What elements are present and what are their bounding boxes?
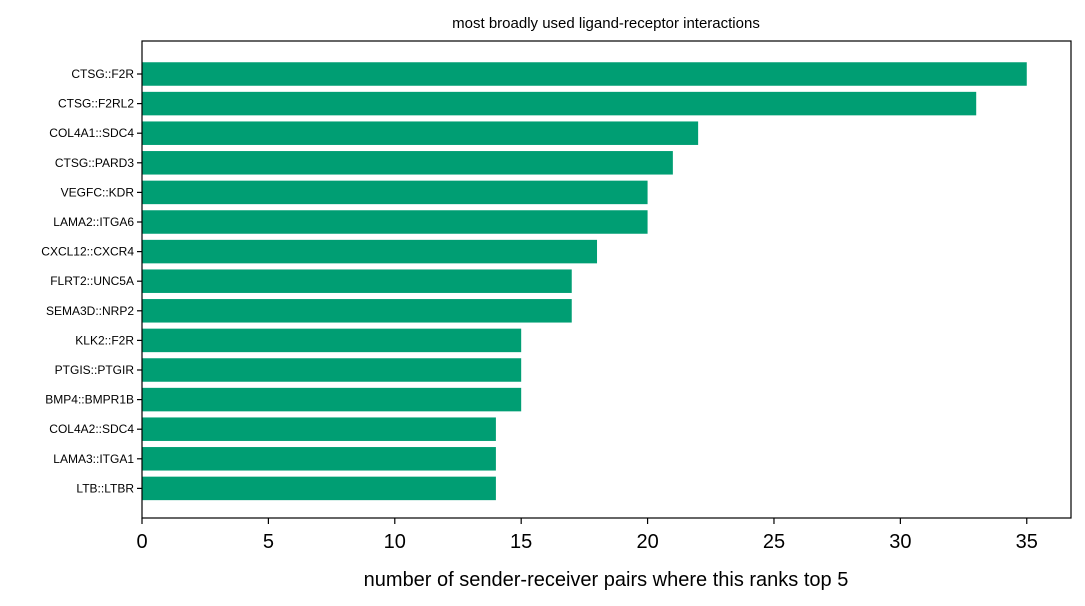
x-tick-label: 5	[263, 531, 274, 553]
bar-col4a1-sdc4	[142, 121, 699, 145]
x-tick-label: 0	[136, 531, 147, 553]
chart-title: most broadly used ligand-receptor intera…	[452, 15, 760, 32]
bar-lama3-itga1	[142, 447, 496, 471]
bar-ctsg-pard3	[142, 151, 673, 175]
y-tick-label: LAMA3::ITGA1	[53, 452, 134, 466]
bar-sema3d-nrp2	[142, 299, 572, 323]
bar-col4a2-sdc4	[142, 417, 496, 441]
x-tick-label: 35	[1016, 531, 1038, 553]
y-tick-label: KLK2::F2R	[75, 333, 134, 347]
y-tick-label: CTSG::F2RL2	[58, 97, 134, 111]
y-tick-label: CTSG::PARD3	[55, 156, 134, 170]
bar-ptgis-ptgir	[142, 358, 522, 382]
y-tick-label: CTSG::F2R	[71, 67, 134, 81]
bars-group	[142, 62, 1027, 501]
x-tick-label: 20	[636, 531, 658, 553]
y-tick-label: BMP4::BMPR1B	[45, 393, 134, 407]
bar-klk2-f2r	[142, 328, 522, 353]
x-tick-label: 10	[384, 531, 406, 553]
y-tick-label: LTB::LTBR	[76, 481, 134, 495]
bar-bmp4-bmpr1b	[142, 387, 522, 412]
x-tick-label: 15	[510, 531, 532, 553]
bar-ctsg-f2rl2	[142, 91, 977, 116]
bar-ltb-ltbr	[142, 476, 496, 501]
y-tick-label: PTGIS::PTGIR	[55, 363, 135, 377]
bar-ctsg-f2r	[142, 62, 1027, 86]
bar-vegfc-kdr	[142, 180, 648, 205]
x-tick-label: 25	[763, 531, 785, 553]
y-tick-label: COL4A2::SDC4	[49, 422, 134, 436]
x-tick-label: 30	[889, 531, 911, 553]
x-axis-label: number of sender-receiver pairs where th…	[364, 569, 849, 591]
y-tick-label: CXCL12::CXCR4	[41, 245, 134, 259]
y-tick-label: COL4A1::SDC4	[49, 126, 134, 140]
y-tick-label: LAMA2::ITGA6	[53, 215, 134, 229]
y-tick-label: SEMA3D::NRP2	[46, 304, 134, 318]
y-axis: CTSG::F2RCTSG::F2RL2COL4A1::SDC4CTSG::PA…	[41, 67, 142, 495]
y-tick-label: FLRT2::UNC5A	[50, 274, 134, 288]
y-tick-label: VEGFC::KDR	[61, 185, 135, 199]
bar-flrt2-unc5a	[142, 269, 572, 293]
plot-frame	[141, 40, 1072, 519]
x-axis: 0 5 10 15 20 25 30 35	[136, 518, 1038, 553]
bar-cxcl12-cxcr4	[142, 239, 598, 264]
bar-lama2-itga6	[142, 210, 648, 234]
